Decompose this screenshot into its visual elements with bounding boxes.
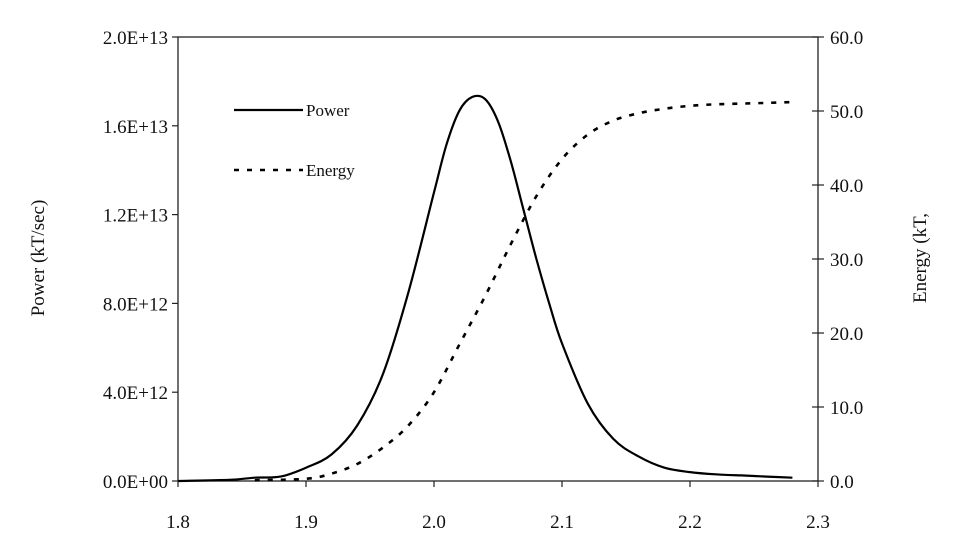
y-right-tick-label: 60.0 xyxy=(830,28,863,49)
y-right-tick-label: 20.0 xyxy=(830,324,863,345)
y-right-tick-label: 0.0 xyxy=(830,472,854,493)
energy-series-line xyxy=(254,100,793,482)
legend-label-power: Power xyxy=(306,101,350,120)
y-left-tick-label: 0.0E+00 xyxy=(103,472,168,493)
legend-label-energy: Energy xyxy=(306,161,355,180)
x-tick-label: 1.9 xyxy=(294,512,318,533)
x-tick-label: 2.0 xyxy=(422,512,446,533)
y-right-tick-label: 50.0 xyxy=(830,102,863,123)
y-left-tick-label: 8.0E+12 xyxy=(103,294,168,315)
y-right-tick-label: 40.0 xyxy=(830,176,863,197)
x-tick-label: 2.1 xyxy=(550,512,574,533)
power-series-line xyxy=(177,94,793,483)
y-left-tick-label: 2.0E+13 xyxy=(103,28,168,49)
x-tick-label: 2.3 xyxy=(806,512,830,533)
y-right-tick-label: 10.0 xyxy=(830,398,863,419)
y-left-tick-label: 4.0E+12 xyxy=(103,383,168,404)
y-left-tick-label: 1.2E+13 xyxy=(103,206,168,227)
y-left-axis-title: Power (kT/sec) xyxy=(28,200,49,317)
y-right-axis-title: Energy (kT, xyxy=(910,213,931,303)
y-left-tick-label: 1.6E+13 xyxy=(103,117,168,138)
y-right-tick-label: 30.0 xyxy=(830,250,863,271)
x-tick-label: 1.8 xyxy=(166,512,190,533)
x-tick-label: 2.2 xyxy=(678,512,702,533)
